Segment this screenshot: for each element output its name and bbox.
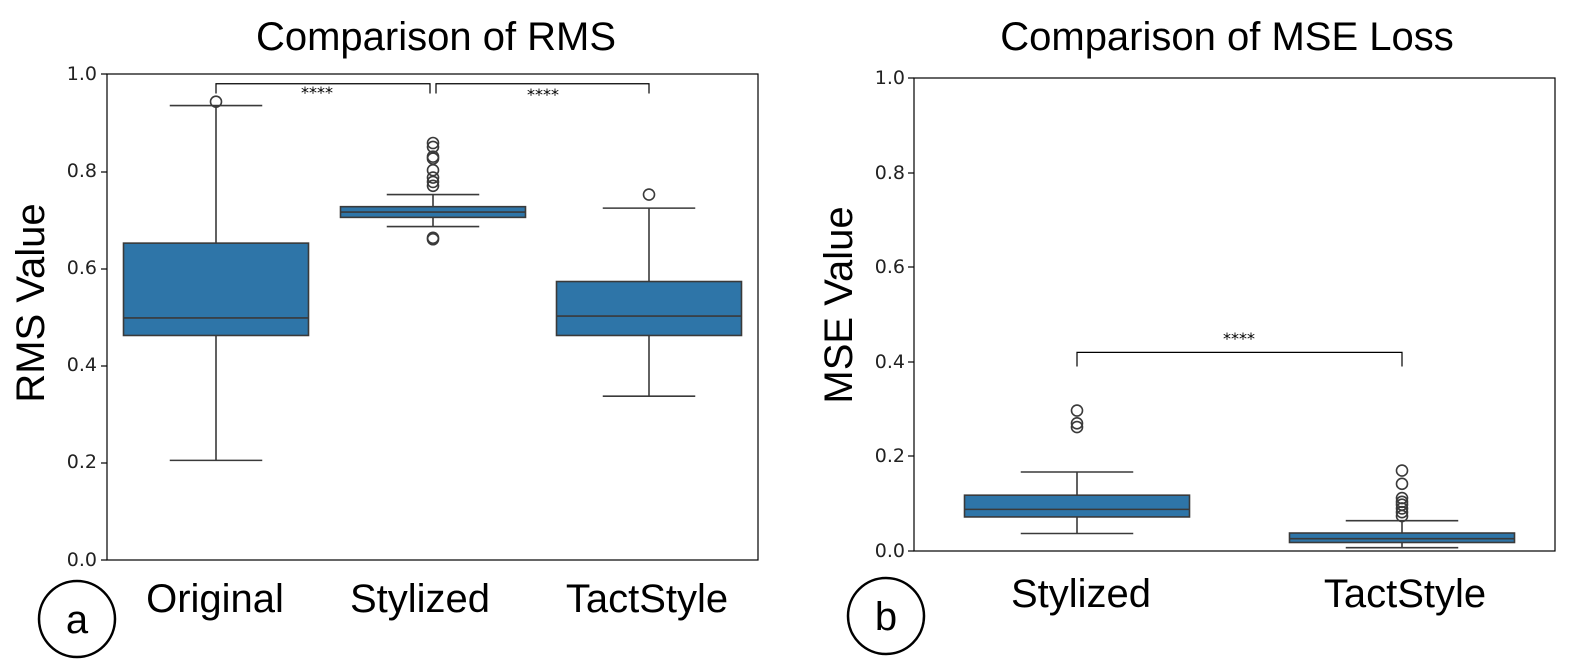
rms-x-tick-tactstyle: TactStyle xyxy=(566,577,728,621)
rms-sig-bracket xyxy=(435,83,650,94)
outlier-point xyxy=(209,95,223,109)
rms-plot-area xyxy=(122,95,743,462)
outlier-point xyxy=(642,188,656,201)
outlier-point xyxy=(426,140,440,154)
outlier-point xyxy=(1070,420,1084,434)
outlier-point xyxy=(426,171,440,184)
mse-plot-area xyxy=(963,404,1516,549)
outlier-point xyxy=(1070,416,1084,430)
mse-y-tick: 1.0 xyxy=(875,67,905,89)
rms-x-tick-stylized: Stylized xyxy=(350,577,490,621)
rms-y-tick: 0.6 xyxy=(67,257,97,279)
rms-y-tick: 0.2 xyxy=(67,451,97,473)
rms-y-axis-label: RMS Value xyxy=(9,203,53,402)
mse-box-tactstyle xyxy=(1288,464,1516,549)
outlier-point xyxy=(1395,464,1409,477)
rms-sig-bracket xyxy=(215,83,431,94)
rms-y-tick: 0.0 xyxy=(67,549,97,571)
rms-box-original xyxy=(122,95,310,462)
rms-box-tactstyle xyxy=(555,188,743,398)
mse-chart: Comparison of MSE Loss MSE Value 0.0 0.2… xyxy=(817,15,1556,656)
rms-chart-title: Comparison of RMS xyxy=(256,15,616,59)
outlier-point xyxy=(1395,491,1409,505)
outlier-point xyxy=(1395,477,1409,491)
rms-y-tick: 1.0 xyxy=(67,63,97,85)
mse-x-tick-tactstyle: TactStyle xyxy=(1324,572,1486,616)
panel-b-badge: b xyxy=(846,576,926,656)
rms-x-tick-original: Original xyxy=(146,577,284,621)
iqr-box xyxy=(963,494,1191,518)
iqr-box xyxy=(122,242,310,337)
mse-sig-bracket xyxy=(1076,351,1403,367)
mse-y-tick-marks xyxy=(908,77,914,552)
mse-sig-stylized-tactstyle: **** xyxy=(1223,329,1255,348)
mse-y-ticks: 0.0 0.2 0.4 0.6 0.8 1.0 xyxy=(875,67,905,562)
rms-significance-brackets: **** **** xyxy=(215,83,650,104)
outlier-point xyxy=(426,179,440,193)
rms-x-ticks: Original Stylized TactStyle xyxy=(146,577,728,621)
panel-a-badge: a xyxy=(37,579,117,659)
mse-axes-frame xyxy=(913,77,1556,552)
rms-y-ticks: 0.0 0.2 0.4 0.6 0.8 1.0 xyxy=(67,63,97,571)
outlier-point xyxy=(426,163,440,177)
outlier-point xyxy=(1395,495,1409,509)
mse-x-tick-stylized: Stylized xyxy=(1011,572,1151,616)
mse-y-tick: 0.0 xyxy=(875,540,905,562)
mse-y-tick: 0.8 xyxy=(875,162,905,184)
outlier-point xyxy=(426,150,440,163)
mse-y-tick: 0.2 xyxy=(875,445,905,467)
mse-x-ticks: Stylized TactStyle xyxy=(1011,572,1486,616)
rms-axes-frame xyxy=(106,73,759,561)
rms-y-tick: 0.8 xyxy=(67,160,97,182)
mse-y-tick: 0.4 xyxy=(875,351,905,373)
panel-a-circle xyxy=(37,579,117,659)
rms-sig-original-stylized: **** xyxy=(301,83,333,102)
iqr-box xyxy=(555,280,743,337)
outlier-point xyxy=(426,136,440,150)
panel-a-label: a xyxy=(66,598,89,642)
mse-significance-brackets: **** xyxy=(1076,329,1403,367)
rms-y-tick: 0.4 xyxy=(67,354,97,376)
outlier-point xyxy=(1070,404,1084,417)
outlier-point xyxy=(426,231,440,245)
rms-box-stylized xyxy=(339,136,527,246)
mse-chart-title: Comparison of MSE Loss xyxy=(1000,15,1454,59)
mse-box-stylized xyxy=(963,404,1191,535)
rms-sig-stylized-tactstyle: **** xyxy=(527,85,559,104)
mse-y-axis-label: MSE Value xyxy=(817,206,861,403)
iqr-box xyxy=(1288,532,1516,544)
panel-b-circle xyxy=(846,576,926,656)
rms-chart: Comparison of RMS RMS Value 0.0 0.2 0.4 … xyxy=(9,15,759,659)
mse-y-tick: 0.6 xyxy=(875,256,905,278)
panel-b-label: b xyxy=(875,595,897,639)
rms-y-tick-marks xyxy=(101,73,107,561)
